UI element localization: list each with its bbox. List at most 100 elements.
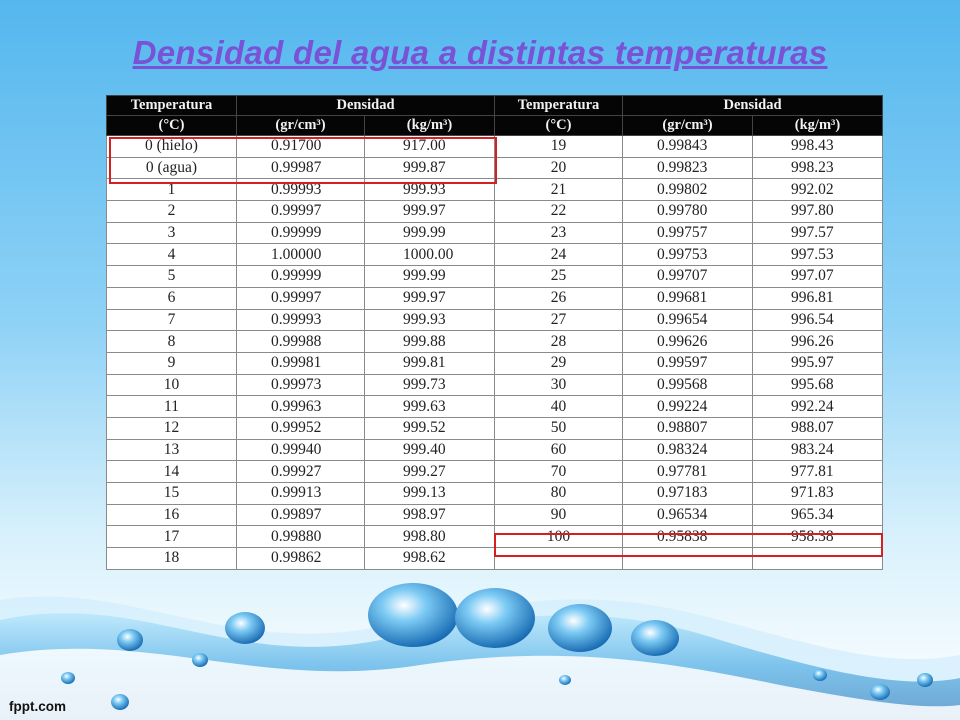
cell-temp-right: 27 [494,308,623,332]
cell-grcm3-left: 0.99862 [236,547,365,570]
cell-grcm3-right: 0.99823 [622,156,753,180]
cell-temp-left: 3 [106,221,237,245]
cell-grcm3-right: 0.97781 [622,460,753,483]
table-row: 14 0.99927 999.27 70 0.97781 977.81 [106,460,883,483]
cell-kgm3-left: 999.81 [364,351,495,375]
table-row: 1 0.99993 999.93 21 0.99802 992.02 [106,178,883,202]
cell-kgm3-left: 999.97 [364,200,495,223]
cell-kgm3-left: 999.27 [364,460,495,483]
cell-grcm3-left: 0.99913 [236,482,365,505]
header-row-2: (°C) (gr/cm³) (kg/m³) (°C) (gr/cm³) (kg/… [106,115,883,136]
cell-grcm3-right: 0.99802 [622,178,753,202]
water-wave-decoration [0,583,960,720]
table-row: 8 0.99988 999.88 28 0.99626 996.26 [106,330,883,353]
cell-grcm3-left: 0.99952 [236,416,365,440]
header-temperature-left: Temperatura [106,95,237,116]
highlight-box-ice-water [109,137,497,184]
cell-grcm3-right: 0.99626 [622,330,753,353]
cell-kgm3-left: 998.62 [364,547,495,570]
header-temperature-right: Temperatura [494,95,623,116]
cell-grcm3-right: 0.99654 [622,308,753,332]
cell-temp-left: 6 [106,286,237,310]
cell-kgm3-left: 999.93 [364,308,495,332]
cell-kgm3-left: 999.52 [364,416,495,440]
cell-grcm3-left: 0.99993 [236,308,365,332]
cell-temp-left: 2 [106,200,237,223]
table-header: Temperatura Densidad Temperatura Densida… [106,95,883,136]
table-row: 17 0.99880 998.80 100 0.95838 958.38 [106,525,883,549]
cell-grcm3-left: 0.99927 [236,460,365,483]
density-table-container: Temperatura Densidad Temperatura Densida… [106,95,883,570]
cell-temp-right: 80 [494,482,623,505]
cell-temp-left: 18 [106,547,237,570]
cell-temp-left: 14 [106,460,237,483]
highlight-box-100c [494,533,883,557]
table-row: 0 (hielo) 0.91700 917.00 19 0.99843 998.43 [106,135,883,158]
cell-grcm3-right: 0.99568 [622,373,753,397]
cell-temp-right: 50 [494,416,623,440]
table-row: 15 0.99913 999.13 80 0.97183 971.83 [106,482,883,505]
table-row: 16 0.99897 998.97 90 0.96534 965.34 [106,503,883,527]
cell-temp-left: 7 [106,308,237,332]
table-row: 9 0.99981 999.81 29 0.99597 995.97 [106,351,883,375]
cell-grcm3-left: 0.91700 [236,135,365,158]
table-row: 13 0.99940 999.40 60 0.98324 983.24 [106,438,883,462]
cell-grcm3-left: 0.99999 [236,221,365,245]
table-row: 10 0.99973 999.73 30 0.99568 995.68 [106,373,883,397]
cell-kgm3-right: 997.53 [752,243,883,267]
cell-kgm3-left: 999.40 [364,438,495,462]
cell-kgm3-left: 917.00 [364,135,495,158]
cell-grcm3-left: 0.99897 [236,503,365,527]
header-unit-celsius-right: (°C) [494,115,623,136]
cell-temp-right: 26 [494,286,623,310]
header-unit-grcm3-right: (gr/cm³) [622,115,753,136]
cell-kgm3-right: 992.24 [752,395,883,418]
cell-grcm3-left: 0.99973 [236,373,365,397]
cell-temp-right: 30 [494,373,623,397]
cell-kgm3-right [752,547,883,570]
cell-grcm3-left: 0.99997 [236,200,365,223]
cell-grcm3-left: 0.99987 [236,156,365,180]
cell-kgm3-left: 999.99 [364,221,495,245]
cell-grcm3-right: 0.99843 [622,135,753,158]
cell-temp-left: 16 [106,503,237,527]
cell-temp-right: 29 [494,351,623,375]
cell-kgm3-left: 999.73 [364,373,495,397]
cell-grcm3-right: 0.99780 [622,200,753,223]
cell-temp-right: 28 [494,330,623,353]
cell-kgm3-right: 977.81 [752,460,883,483]
cell-kgm3-left: 999.99 [364,265,495,288]
cell-temp-left: 13 [106,438,237,462]
cell-kgm3-right: 971.83 [752,482,883,505]
cell-grcm3-left: 1.00000 [236,243,365,267]
cell-kgm3-left: 999.87 [364,156,495,180]
cell-grcm3-right: 0.97183 [622,482,753,505]
cell-temp-left: 12 [106,416,237,440]
cell-temp-left: 10 [106,373,237,397]
cell-temp-left: 9 [106,351,237,375]
cell-grcm3-left: 0.99988 [236,330,365,353]
density-table: Temperatura Densidad Temperatura Densida… [106,95,883,570]
cell-grcm3-left: 0.99993 [236,178,365,202]
cell-temp-left: 0 (hielo) [106,135,237,158]
cell-grcm3-right: 0.99224 [622,395,753,418]
cell-kgm3-right: 995.97 [752,351,883,375]
cell-kgm3-right: 965.34 [752,503,883,527]
cell-kgm3-left: 998.97 [364,503,495,527]
cell-kgm3-left: 999.97 [364,286,495,310]
cell-kgm3-left: 998.80 [364,525,495,549]
cell-temp-left: 1 [106,178,237,202]
cell-temp-right: 60 [494,438,623,462]
header-unit-kgm3-left: (kg/m³) [364,115,495,136]
cell-kgm3-right: 998.43 [752,135,883,158]
cell-grcm3-left: 0.99981 [236,351,365,375]
cell-temp-right: 24 [494,243,623,267]
header-unit-celsius-left: (°C) [106,115,237,136]
cell-kgm3-right: 996.54 [752,308,883,332]
header-unit-kgm3-right: (kg/m³) [752,115,883,136]
cell-grcm3-right: 0.98324 [622,438,753,462]
table-row: 11 0.99963 999.63 40 0.99224 992.24 [106,395,883,418]
cell-kgm3-left: 999.93 [364,178,495,202]
cell-grcm3-left: 0.99940 [236,438,365,462]
cell-grcm3-right: 0.99757 [622,221,753,245]
